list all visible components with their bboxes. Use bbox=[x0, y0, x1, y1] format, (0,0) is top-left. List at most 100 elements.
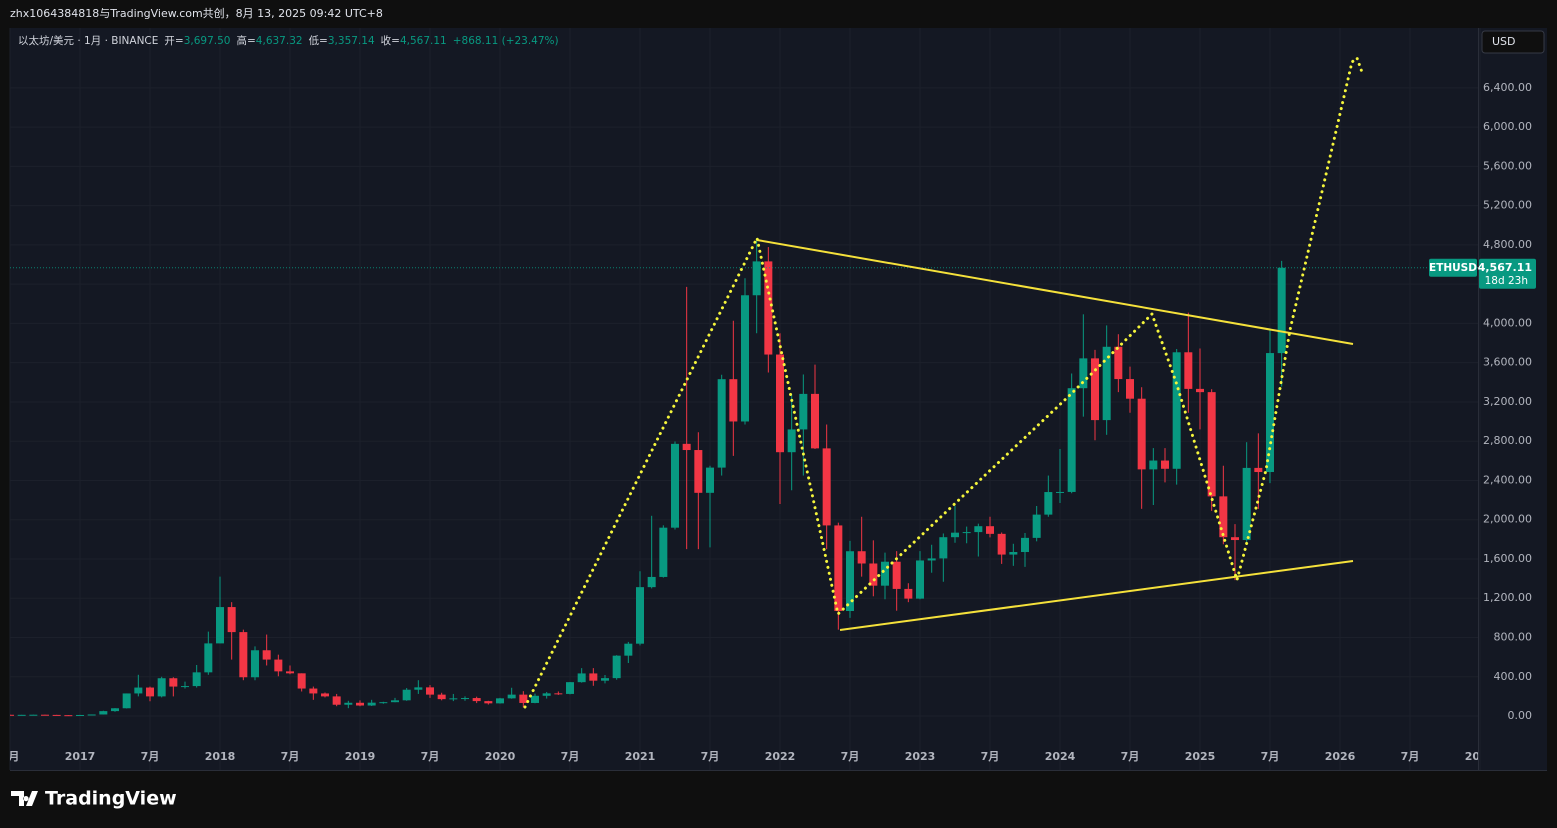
candle-body bbox=[239, 632, 248, 678]
candle-body bbox=[227, 607, 236, 633]
y-tick-label: 5,600.00 bbox=[1483, 159, 1532, 172]
candle-body bbox=[717, 379, 726, 468]
candle-body bbox=[437, 694, 446, 700]
y-tick-label: 1,600.00 bbox=[1483, 552, 1532, 565]
candle-body bbox=[76, 714, 84, 716]
x-tick-label: 2024 bbox=[1045, 750, 1076, 763]
ohlc-legend: 以太坊/美元 · 1月 · BINANCE 开=3,697.50 高=4,637.3… bbox=[18, 34, 559, 47]
candle-body bbox=[391, 700, 399, 703]
candle-body bbox=[601, 678, 609, 681]
candle-body bbox=[99, 711, 108, 715]
candle-body bbox=[1079, 358, 1088, 389]
currency-button-box[interactable] bbox=[1481, 30, 1545, 54]
candle-body bbox=[297, 673, 306, 689]
candle-body bbox=[367, 702, 376, 706]
y-tick-label: 3,200.00 bbox=[1483, 395, 1532, 408]
legend-label: 低= bbox=[309, 34, 328, 47]
x-tick-label: 7月 bbox=[281, 750, 300, 763]
y-tick-label: 5,200.00 bbox=[1483, 199, 1532, 212]
candle-body bbox=[729, 379, 738, 422]
candle-body bbox=[1254, 467, 1263, 473]
x-tick-label: 2027 bbox=[1465, 750, 1496, 763]
candle-body bbox=[216, 607, 224, 644]
candle-body bbox=[624, 643, 633, 656]
drawings bbox=[523, 55, 1365, 709]
x-tick-label: 2021 bbox=[625, 750, 656, 763]
y-tick-label: 4,800.00 bbox=[1483, 238, 1532, 251]
symbol-tag-label: ETHUSD bbox=[1429, 262, 1477, 274]
candle-body bbox=[1207, 392, 1216, 497]
candle-body bbox=[1149, 460, 1158, 470]
candle-body bbox=[332, 696, 341, 705]
x-tick-label: 7月 bbox=[981, 750, 1000, 763]
candle-body bbox=[636, 587, 644, 644]
candle-body bbox=[204, 643, 213, 673]
candle-body bbox=[157, 678, 166, 697]
candle-body bbox=[892, 561, 901, 589]
price-tag-box bbox=[1479, 258, 1536, 289]
candle-body bbox=[531, 695, 539, 703]
brand-logo bbox=[11, 791, 38, 806]
candle-body bbox=[1277, 267, 1286, 354]
candle-body bbox=[671, 443, 679, 528]
y-tick-label: 4,000.00 bbox=[1483, 316, 1532, 329]
candle-body bbox=[647, 576, 656, 588]
candle-body bbox=[192, 672, 201, 687]
y-tick-label: 2,000.00 bbox=[1483, 513, 1532, 526]
candle-body bbox=[484, 701, 493, 704]
candle-body bbox=[1009, 552, 1018, 555]
y-tick-label: 800.00 bbox=[1494, 631, 1533, 644]
x-tick-label: 2018 bbox=[205, 750, 236, 763]
brand-name: TradingView bbox=[45, 788, 177, 810]
y-tick-label: 0.00 bbox=[1508, 709, 1533, 722]
y-tick-label: 400.00 bbox=[1494, 670, 1533, 683]
candle-body bbox=[461, 698, 469, 700]
candle-body bbox=[134, 687, 143, 694]
candle-body bbox=[997, 533, 1006, 555]
candle-body bbox=[706, 467, 714, 493]
x-tick-label: 2025 bbox=[1185, 750, 1216, 763]
brand: TradingView bbox=[11, 788, 177, 810]
candle-body bbox=[554, 693, 563, 695]
x-tick-label: 7月 bbox=[1261, 750, 1280, 763]
candle-body bbox=[87, 714, 96, 716]
x-axis: 7月 2017 7月 2018 7月 2019 7月 2020 7月 2021 7月 2022 7月 20… bbox=[1, 750, 1496, 763]
candle-body bbox=[17, 714, 26, 716]
candle-body bbox=[659, 527, 668, 577]
candle-body bbox=[939, 537, 948, 559]
x-tick-label: 7月 bbox=[1, 750, 20, 763]
candle-body bbox=[566, 682, 574, 694]
candle-body bbox=[1044, 492, 1053, 515]
candle-body bbox=[1102, 346, 1111, 421]
y-tick-label: 6,000.00 bbox=[1483, 120, 1532, 133]
candle-body bbox=[1196, 388, 1204, 393]
candle-body bbox=[10, 714, 14, 716]
candle-body bbox=[507, 694, 516, 699]
candle-body bbox=[1067, 388, 1076, 492]
candle-body bbox=[496, 698, 504, 704]
x-tick-label: 7月 bbox=[1401, 750, 1420, 763]
price-tag-countdown: 18d 23h bbox=[1485, 275, 1528, 287]
candle-body bbox=[1137, 398, 1146, 470]
legend-value: 4,637.32 bbox=[256, 35, 303, 47]
candle-body bbox=[379, 702, 388, 704]
candle-body bbox=[577, 673, 586, 683]
candle-body bbox=[589, 673, 598, 681]
attribution: zhx1064384818与TradingView.com共创，8月 13, 2… bbox=[10, 7, 383, 20]
y-tick-label: 2,400.00 bbox=[1483, 473, 1532, 486]
candle-body bbox=[344, 702, 353, 705]
candle-body bbox=[402, 689, 411, 701]
currency-button[interactable]: USD bbox=[1481, 30, 1545, 54]
x-tick-label: 2026 bbox=[1325, 750, 1356, 763]
currency-label[interactable]: USD bbox=[1492, 35, 1516, 48]
x-tick-label: 2023 bbox=[905, 750, 936, 763]
candle-body bbox=[1056, 491, 1064, 493]
symbol-tag bbox=[1429, 258, 1477, 277]
candle-body bbox=[776, 354, 784, 453]
y-tick-label: 1,200.00 bbox=[1483, 591, 1532, 604]
x-tick-label: 7月 bbox=[1121, 750, 1140, 763]
x-tick-label: 7月 bbox=[421, 750, 440, 763]
candle-body bbox=[426, 687, 434, 695]
candle-body bbox=[764, 261, 773, 355]
candle-body bbox=[612, 655, 621, 679]
